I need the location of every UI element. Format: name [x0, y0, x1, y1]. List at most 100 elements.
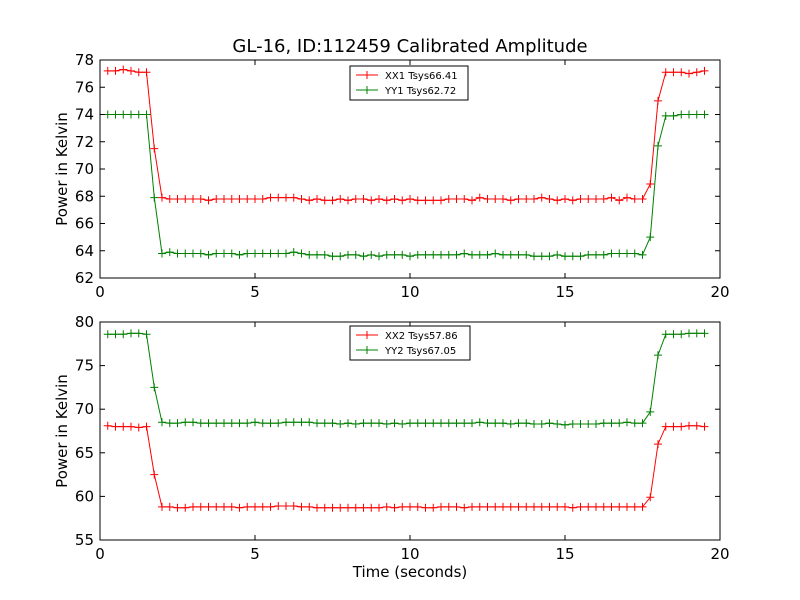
- data-point-marker: [305, 196, 314, 205]
- data-point-marker: [437, 502, 445, 511]
- series-1-1: [103, 65, 709, 205]
- data-point-marker: [615, 249, 624, 258]
- data-point-marker: [460, 194, 469, 203]
- data-point-marker: [646, 493, 655, 502]
- data-point-marker: [274, 419, 283, 428]
- data-point-marker: [336, 194, 345, 203]
- data-point-marker: [235, 419, 244, 428]
- data-point-marker: [553, 196, 562, 205]
- data-point-marker: [499, 502, 507, 511]
- data-point-marker: [661, 68, 670, 77]
- data-point-marker: [220, 194, 228, 203]
- data-point-marker: [274, 501, 283, 510]
- data-point-marker: [150, 383, 159, 392]
- data-point-marker: [227, 502, 236, 511]
- data-point-marker: [196, 194, 205, 203]
- data-point-marker: [654, 351, 662, 360]
- data-point-marker: [406, 419, 414, 428]
- x-tick-label: 20: [710, 283, 729, 301]
- data-point-marker: [119, 65, 128, 74]
- data-point-marker: [522, 419, 531, 428]
- data-point-marker: [685, 69, 693, 78]
- data-point-marker: [111, 66, 120, 75]
- data-point-marker: [398, 250, 407, 259]
- y-tick-label: 72: [75, 133, 94, 151]
- data-point-marker: [227, 194, 236, 203]
- chart-panel-1: 0 5 10 15 20 62 64 66 68 70 72 74 76 78 GL-16, ID:1124…: [53, 36, 730, 301]
- data-point-marker: [305, 502, 314, 511]
- data-point-marker: [382, 502, 391, 511]
- data-point-marker: [553, 420, 562, 429]
- data-point-marker: [351, 194, 360, 203]
- data-point-marker: [119, 422, 128, 431]
- data-point-marker: [196, 419, 205, 428]
- data-point-marker: [654, 96, 662, 105]
- data-point-marker: [654, 440, 662, 449]
- legend-marker: [363, 346, 371, 354]
- data-point-marker: [584, 420, 593, 429]
- data-point-marker: [142, 68, 151, 77]
- data-point-marker: [134, 423, 143, 432]
- data-point-marker: [328, 503, 337, 512]
- data-point-marker: [584, 502, 593, 511]
- data-point-marker: [483, 250, 492, 259]
- data-point-marker: [382, 250, 391, 259]
- data-point-marker: [630, 419, 639, 428]
- series-line: [107, 114, 705, 257]
- data-point-marker: [537, 502, 546, 511]
- data-point-marker: [491, 249, 500, 258]
- data-point-marker: [561, 420, 569, 429]
- data-point-marker: [584, 250, 593, 259]
- data-point-marker: [506, 196, 515, 205]
- data-point-marker: [522, 502, 531, 511]
- data-point-marker: [165, 419, 174, 428]
- data-point-marker: [134, 110, 143, 119]
- data-point-marker: [452, 502, 461, 511]
- data-point-marker: [568, 420, 577, 429]
- data-point-marker: [452, 419, 461, 428]
- data-point-marker: [615, 196, 624, 205]
- data-point-marker: [243, 502, 252, 511]
- data-point-marker: [189, 249, 197, 258]
- data-point-marker: [375, 503, 383, 512]
- data-point-marker: [630, 502, 639, 511]
- data-point-marker: [150, 470, 159, 479]
- data-point-marker: [367, 250, 376, 259]
- x-tick-label: 20: [710, 545, 729, 563]
- data-point-marker: [204, 502, 213, 511]
- data-point-marker: [111, 330, 120, 339]
- data-point-marker: [514, 502, 523, 511]
- legend-entry-label: YY1 Tsys62.72: [384, 86, 456, 97]
- data-point-marker: [258, 194, 267, 203]
- data-point-marker: [359, 252, 368, 261]
- data-point-marker: [406, 502, 414, 511]
- data-point-marker: [421, 503, 430, 512]
- data-point-marker: [530, 420, 538, 429]
- data-point-marker: [429, 250, 438, 259]
- data-point-marker: [289, 193, 298, 202]
- data-point-marker: [522, 250, 531, 259]
- data-point-marker: [545, 502, 554, 511]
- data-point-marker: [452, 250, 461, 259]
- data-point-marker: [390, 250, 399, 259]
- data-point-marker: [568, 252, 577, 261]
- data-point-marker: [623, 418, 631, 427]
- data-point-marker: [406, 194, 414, 203]
- data-point-marker: [305, 418, 314, 427]
- data-point-marker: [119, 330, 128, 339]
- data-point-marker: [351, 420, 360, 429]
- data-point-marker: [452, 194, 461, 203]
- data-point-marker: [537, 420, 546, 429]
- data-point-marker: [638, 250, 647, 259]
- data-point-marker: [607, 193, 616, 202]
- data-point-marker: [576, 252, 585, 261]
- data-point-marker: [142, 110, 151, 119]
- data-point-marker: [297, 249, 306, 258]
- data-point-marker: [429, 503, 438, 512]
- data-point-marker: [491, 419, 500, 428]
- data-point-marker: [134, 329, 143, 338]
- y-tick-label: 65: [75, 444, 94, 462]
- legend-marker: [363, 331, 371, 339]
